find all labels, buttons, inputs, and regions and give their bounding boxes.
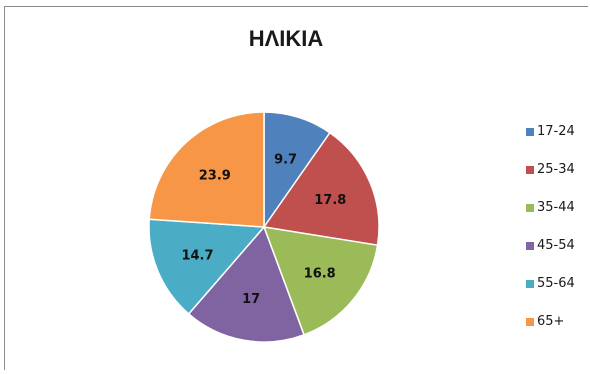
legend-label: 35-44 [537, 200, 575, 215]
pie-slice-25-34 [262, 131, 380, 247]
legend-label: 17-24 [537, 124, 575, 139]
legend-swatch [526, 128, 534, 136]
legend-swatch [526, 280, 534, 288]
pie-slice-65-plus [148, 111, 265, 228]
pie-slice-55-64 [148, 218, 266, 315]
slice-label: 17 [242, 292, 260, 307]
chart-title: ΗΛΙΚΙΑ [248, 26, 324, 51]
legend-swatch [526, 242, 534, 250]
slice-label: 23.9 [199, 168, 231, 183]
pie-slice-35-44 [262, 226, 379, 336]
pie-slice-45-54 [187, 225, 305, 343]
legend-label: 55-64 [537, 276, 575, 291]
legend-label: 45-54 [537, 238, 575, 253]
legend-label: 25-34 [537, 162, 575, 177]
slice-label: 17.8 [314, 193, 346, 208]
legend-swatch [526, 204, 534, 212]
slice-label: 9.7 [274, 152, 297, 167]
legend-swatch [526, 166, 534, 174]
legend-swatch [526, 318, 534, 326]
slice-label: 16.8 [304, 267, 336, 282]
legend-label: 65+ [537, 314, 565, 329]
slice-label: 14.7 [181, 249, 213, 264]
